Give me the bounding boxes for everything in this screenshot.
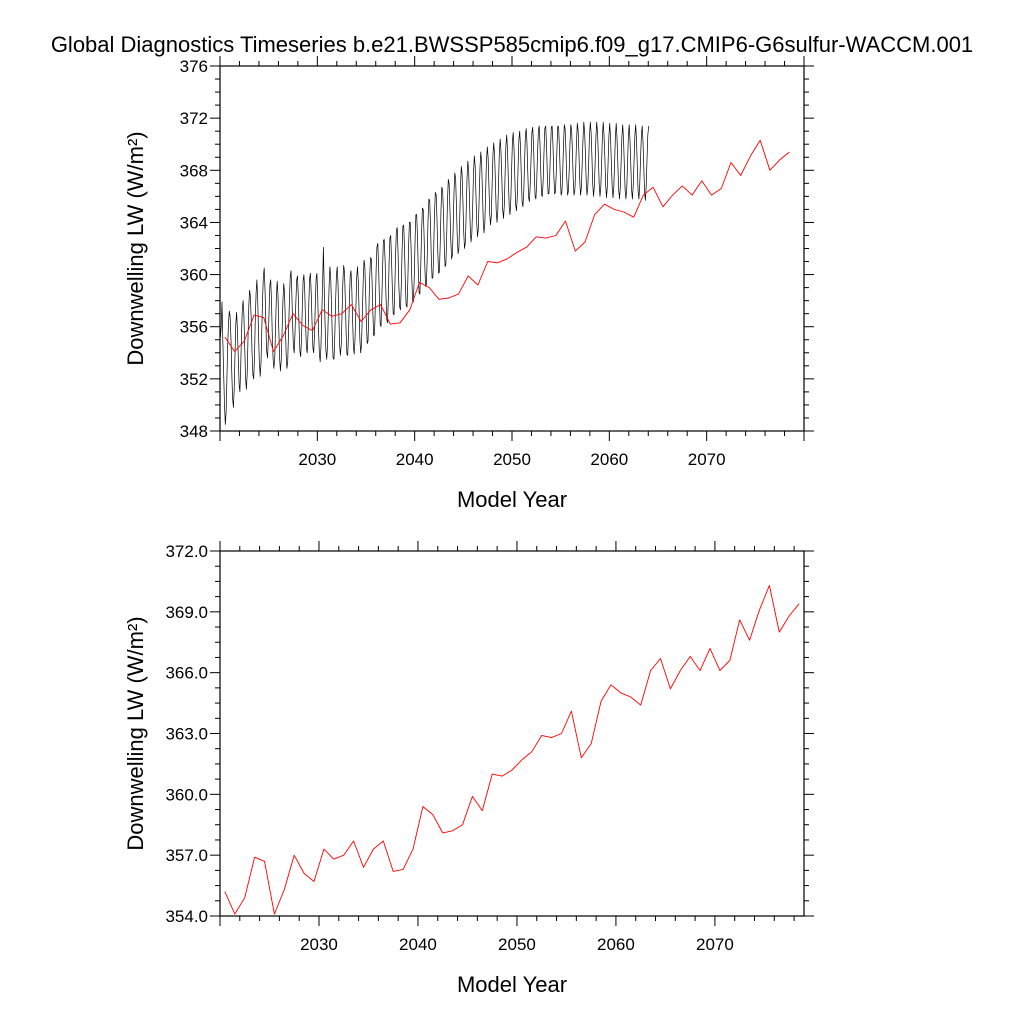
y-axis-label: Downwelling LW (W/m²)	[123, 131, 148, 365]
y-axis-label: Downwelling LW (W/m²)	[123, 616, 148, 850]
y-tick-label: 354.0	[165, 907, 208, 926]
x-tick-label: 2050	[493, 450, 531, 469]
y-tick-label: 348	[180, 422, 208, 441]
x-tick-label: 2030	[300, 935, 338, 954]
x-tick-label: 2070	[688, 450, 726, 469]
chart-title: Global Diagnostics Timeseries b.e21.BWSS…	[51, 32, 973, 57]
y-tick-label: 357.0	[165, 846, 208, 865]
y-tick-label: 368	[180, 161, 208, 180]
monthly-series-line	[220, 121, 650, 425]
plot-frame	[219, 65, 805, 432]
x-tick-label: 2060	[590, 450, 628, 469]
y-tick-label: 372	[180, 109, 208, 128]
annual-mean-series-line	[224, 585, 800, 915]
x-tick-label: 2050	[498, 935, 536, 954]
top-panel: 2030 2040 2050 2060 2070 348 352 356 360 364 368 37…	[123, 56, 814, 512]
plot-frame	[219, 550, 805, 917]
y-tick-label: 369.0	[165, 603, 208, 622]
x-tick-label: 2040	[399, 935, 437, 954]
y-tick-label: 363.0	[165, 725, 208, 744]
x-tick-label: 2040	[396, 450, 434, 469]
x-tick-label: 2070	[696, 935, 734, 954]
y-tick-label: 360	[180, 266, 208, 285]
x-tick-label: 2060	[597, 935, 635, 954]
x-tick-label: 2030	[298, 450, 336, 469]
y-tick-label: 364	[180, 213, 208, 232]
y-tick-label: 356	[180, 318, 208, 337]
y-tick-label: 366.0	[165, 664, 208, 683]
y-tick-label: 360.0	[165, 785, 208, 804]
annual-mean-series-line	[224, 139, 790, 352]
x-axis-label: Model Year	[457, 972, 567, 997]
x-axis-label: Model Year	[457, 487, 567, 512]
y-tick-label: 372.0	[165, 542, 208, 561]
y-tick-label: 352	[180, 370, 208, 389]
bottom-panel: 2030 2040 2050 2060 2070 354.0 357.0 360.0 363.0…	[123, 541, 814, 997]
y-tick-label: 376	[180, 57, 208, 76]
